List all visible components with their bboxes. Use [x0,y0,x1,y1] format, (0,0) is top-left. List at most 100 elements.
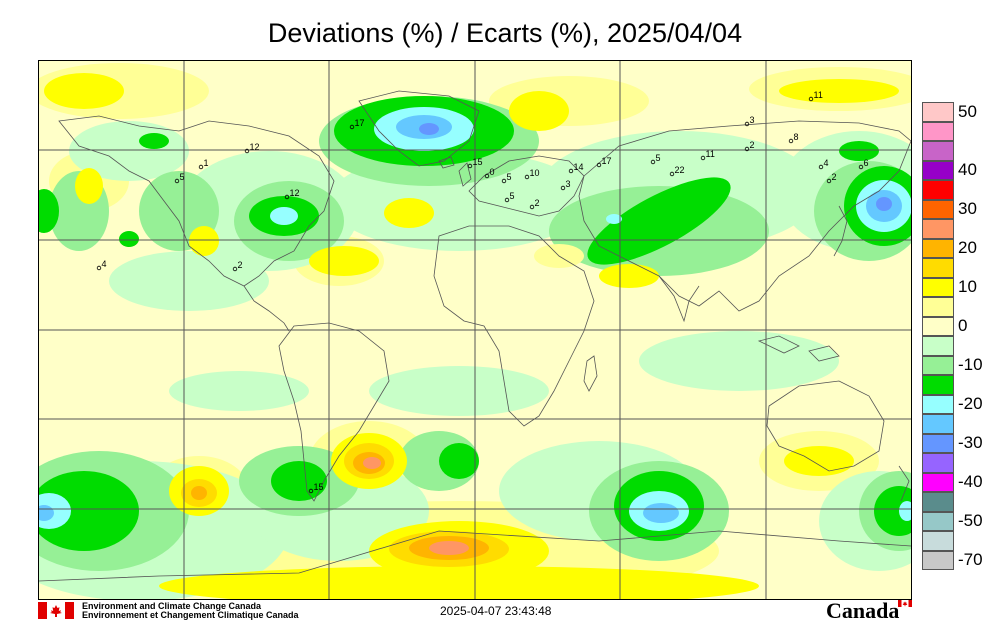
legend-label: -40 [958,472,983,492]
station-dot [560,185,566,191]
legend-label: -30 [958,433,983,453]
station-dot [284,194,290,200]
station-value: 2 [238,260,243,270]
station-value: 15 [314,482,324,492]
station-dot [244,148,250,154]
station-value: 4 [824,158,829,168]
station-value: 12 [250,142,260,152]
legend-label: 50 [958,101,977,121]
station-value: 1 [204,158,209,168]
canada-flag-icon [38,602,74,619]
station-dot [808,96,814,102]
wordmark-flag-icon [898,600,912,607]
lat-lon-grid [39,61,911,599]
station-dot [96,265,102,271]
contour-fields [39,63,911,599]
legend-swatch [922,375,954,395]
station-value: 14 [574,162,584,172]
legend-swatch [922,277,954,297]
station-value: 17 [355,118,365,128]
station-dot [504,197,510,203]
station-dot [232,266,238,272]
station-value: 8 [794,132,799,142]
station-dot [174,178,180,184]
legend-swatch [922,472,954,492]
station-dot [700,155,706,161]
legend-swatch [922,511,954,531]
legend-label: -50 [958,511,983,531]
station-dot [788,138,794,144]
legend-swatch [922,102,954,122]
canada-wordmark: Canada [826,598,900,623]
deviation-map: 11 17 12 1 5 12 4 2 3 8 2 22 11 5 17 14 15 2 4 6 2 5 10 3 0 15 5 [38,60,912,600]
station-dot [568,168,574,174]
station-value: 11 [706,149,715,159]
station-value: 5 [180,172,185,182]
legend-swatch [922,394,954,414]
station-value: 22 [675,165,685,175]
legend-swatch [922,219,954,239]
map-title: Deviations (%) / Ecarts (%), 2025/04/04 [267,18,743,48]
legend-swatch [922,141,954,161]
station-value: 3 [566,179,571,189]
station-value: 5 [656,153,661,163]
generation-timestamp: 2025-04-07 23:43:48 [440,604,552,618]
legend-swatch [922,492,954,512]
station-dot [524,174,530,180]
station-dot [744,121,750,127]
station-dot [308,488,314,494]
legend-swatch [922,180,954,200]
station-value: 5 [510,191,515,201]
coastlines [39,90,911,582]
station-dot [349,124,355,130]
station-value: 2 [535,198,540,208]
station-dot [484,173,490,179]
station-dot [826,178,832,184]
station-value: 11 [814,90,823,100]
legend-swatch [922,297,954,317]
station-dot [467,163,473,169]
station-value: 2 [750,140,755,150]
legend-swatch [922,121,954,141]
org-name-french: Environnement et Changement Climatique C… [82,610,299,620]
legend-swatch [922,433,954,453]
legend-swatch [922,160,954,180]
legend-label: -20 [958,394,983,414]
legend-label: 30 [958,199,977,219]
legend-swatch [922,238,954,258]
station-value: 12 [290,188,300,198]
station-dot [669,171,675,177]
station-value: 3 [750,115,755,125]
station-value: 2 [832,172,837,182]
legend-label: -70 [958,550,983,570]
station-value: 5 [507,172,512,182]
legend-label: 20 [958,238,977,258]
legend-label: 0 [958,316,968,336]
station-dot [529,204,535,210]
legend-label: 40 [958,160,977,180]
legend-swatch [922,414,954,434]
legend-swatch [922,336,954,356]
legend-swatch [922,199,954,219]
station-dot [818,164,824,170]
station-dot [744,146,750,152]
station-dot [501,178,507,184]
station-value: 15 [473,157,483,167]
station-value: 4 [102,259,107,269]
legend-swatch [922,531,954,551]
legend-label: -10 [958,355,983,375]
station-value: 17 [602,156,612,166]
station-dot [596,162,602,168]
org-name-english: Environment and Climate Change Canada [82,601,262,611]
legend-swatch [922,316,954,336]
station-dot [650,159,656,165]
station-value: 0 [490,167,495,177]
station-value: 6 [864,158,869,168]
station-dot [858,164,864,170]
station-dot [198,164,204,170]
station-value: 10 [530,168,540,178]
legend-swatch [922,550,954,570]
legend-label: 10 [958,277,977,297]
